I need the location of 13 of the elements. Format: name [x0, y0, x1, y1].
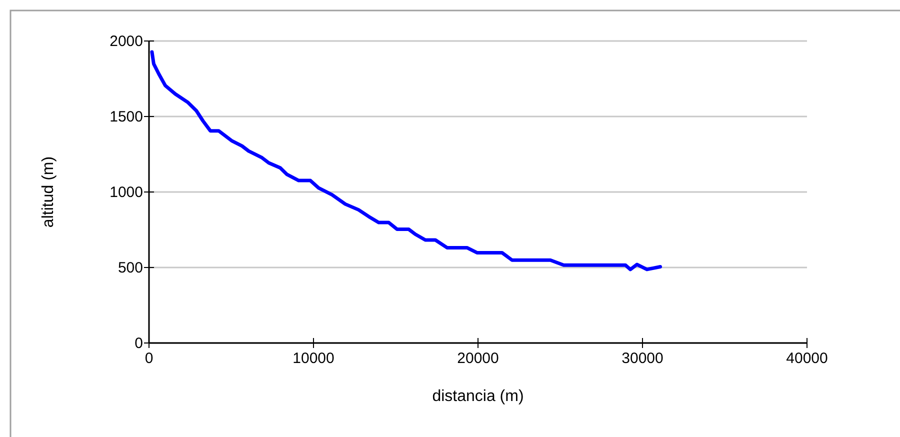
- y-tick-label: 1500: [110, 108, 143, 126]
- x-tick-label: 40000: [786, 350, 828, 367]
- x-tick-label: 20000: [457, 350, 499, 367]
- x-tick-label: 30000: [622, 350, 664, 367]
- y-tick-label: 1000: [110, 184, 143, 201]
- x-tick-label: 0: [144, 350, 154, 367]
- y-tick-label: 0: [134, 335, 143, 352]
- line-series: [150, 50, 662, 272]
- x-tick-label: 10000: [292, 350, 334, 367]
- x-axis-title: distancia (m): [432, 388, 524, 405]
- y-tick-label: 2000: [110, 33, 143, 50]
- y-axis-title: altitud (m): [40, 156, 57, 228]
- y-tick-label: 500: [118, 260, 143, 276]
